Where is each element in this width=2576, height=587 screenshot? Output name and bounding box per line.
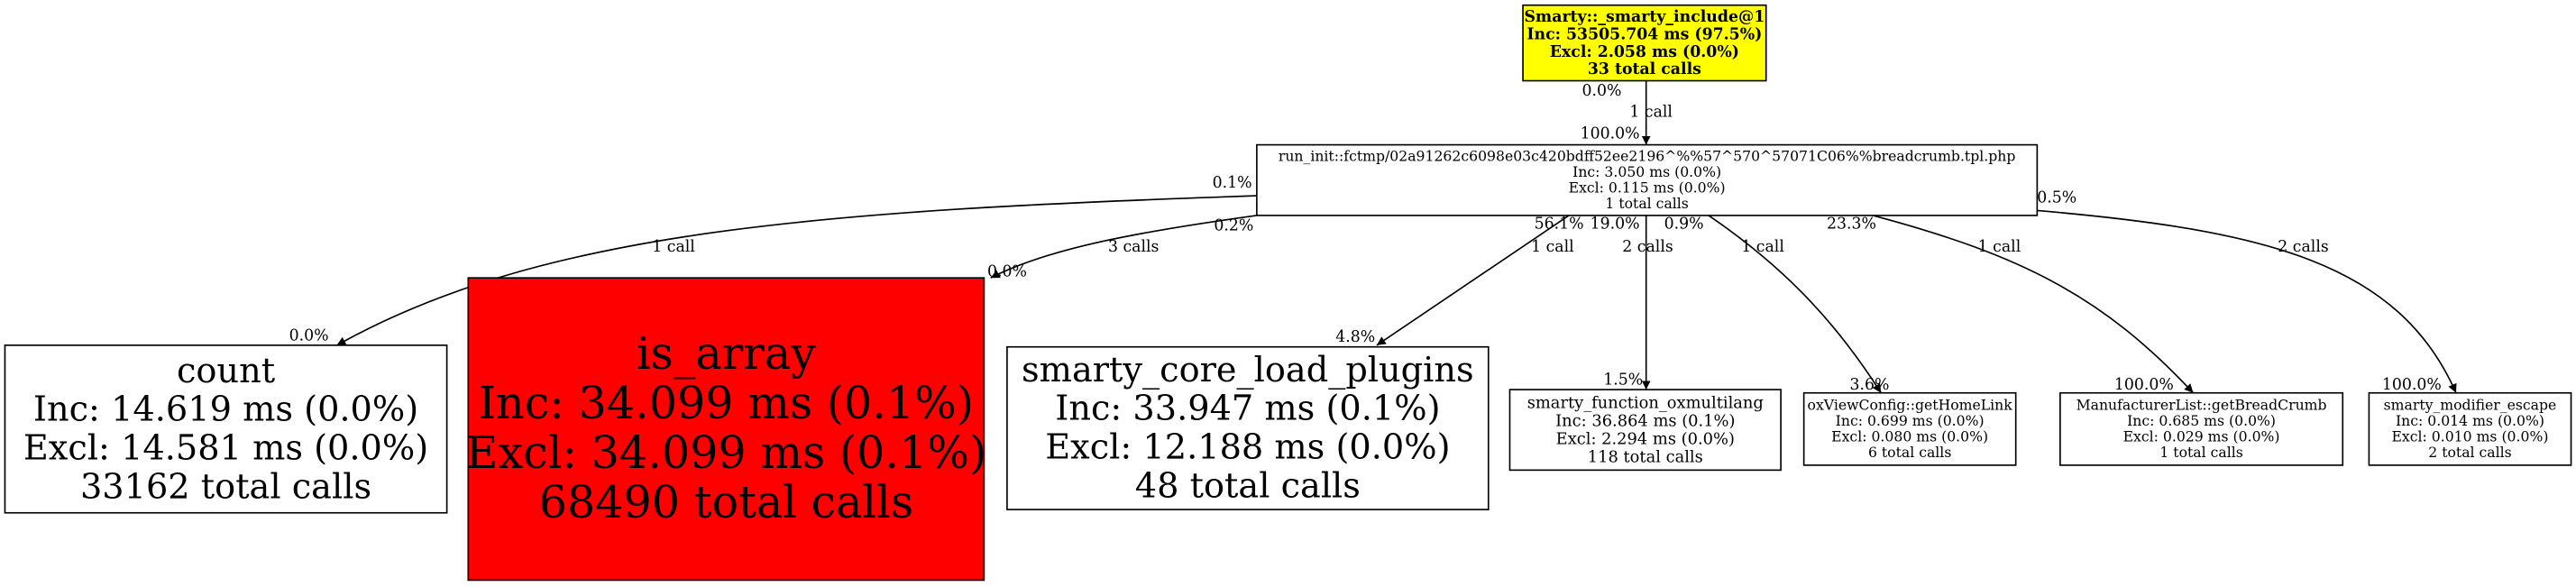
edge-line xyxy=(1708,215,1882,394)
node-stat: Excl: 0.115 ms (0.0%) xyxy=(1569,179,1726,197)
edge-head-percent: 3.6% xyxy=(1850,376,1890,394)
edge-call-label: 1 call xyxy=(652,238,695,256)
node-stat: 1 total calls xyxy=(1605,195,1688,212)
edge-run-init-to-oxviewconfig-gethomelink: 0.9% 1 call 3.6% xyxy=(1664,215,1890,394)
node-stat: Excl: 0.080 ms (0.0%) xyxy=(1831,428,1988,445)
node-box xyxy=(1522,4,1767,82)
node-stat: 2 total calls xyxy=(2428,444,2511,461)
edge-smarty-include-to-run-init: 0.0% 1 call 100.0% xyxy=(1581,80,1673,145)
node-box xyxy=(4,344,448,514)
node-stat: Inc: 33.947 ms (0.1%) xyxy=(1055,389,1440,429)
edge-call-label: 2 calls xyxy=(1622,238,1673,256)
node-stat: Excl: 0.010 ms (0.0%) xyxy=(2392,428,2549,445)
edge-run-init-to-smarty-function-oxmultilang: 19.0% 2 calls 1.5% xyxy=(1591,216,1673,390)
node-stat: Excl: 34.099 ms (0.1%) xyxy=(465,426,986,479)
edge-call-label: 1 call xyxy=(1629,104,1673,122)
node-box xyxy=(2059,391,2344,466)
edge-tail-percent: 19.0% xyxy=(1591,216,1640,234)
edge-tail-percent: 0.0% xyxy=(1582,82,1622,100)
edge-tail-percent: 0.1% xyxy=(1213,174,1252,192)
edge-tail-percent: 56.1% xyxy=(1535,216,1584,234)
node-box xyxy=(1256,143,2039,216)
edge-head-percent: 100.0% xyxy=(2114,376,2174,394)
node-stat: Inc: 0.014 ms (0.0%) xyxy=(2396,412,2544,429)
node-stat: Inc: 53505.704 ms (97.5%) xyxy=(1526,25,1762,43)
node-stat: Excl: 2.058 ms (0.0%) xyxy=(1550,43,1739,61)
node-stat: 48 total calls xyxy=(1135,465,1361,506)
edge-head-percent: 1.5% xyxy=(1603,371,1643,390)
node-function-name: run_init::fctmp/02a91262c6098e03c420bdff… xyxy=(1279,147,2016,164)
edge-line xyxy=(2037,209,2457,394)
edge-call-label: 3 calls xyxy=(1108,238,1159,256)
edge-tail-percent: 0.2% xyxy=(1214,216,1253,234)
node-stat: Inc: 3.050 ms (0.0%) xyxy=(1572,163,1721,180)
node-stat: 6 total calls xyxy=(1868,444,1951,461)
edge-head-percent: 0.0% xyxy=(289,326,329,344)
edge-head-percent: 100.0% xyxy=(1581,124,1640,142)
edge-call-label: 1 call xyxy=(1531,238,1574,256)
node-stat: Inc: 34.099 ms (0.1%) xyxy=(479,377,974,429)
edge-head-percent: 100.0% xyxy=(2382,376,2442,394)
node-run-init[interactable]: run_init::fctmp/02a91262c6098e03c420bdff… xyxy=(1256,143,2039,216)
edge-line xyxy=(1376,215,1570,346)
node-stat: Excl: 14.581 ms (0.0%) xyxy=(23,427,428,468)
edge-line xyxy=(336,195,1257,346)
node-box xyxy=(1508,389,1782,472)
node-stat: Excl: 0.029 ms (0.0%) xyxy=(2123,428,2280,445)
edge-head-percent: 0.0% xyxy=(987,262,1027,280)
edge-head-percent: 4.8% xyxy=(1335,328,1375,346)
edge-tail-percent: 23.3% xyxy=(1827,216,1876,234)
edge-line xyxy=(990,215,1257,279)
edge-call-label: 1 call xyxy=(1978,238,2021,256)
node-function-name: count xyxy=(177,351,276,391)
node-function-name: smarty_modifier_escape xyxy=(2384,397,2557,414)
edge-tail-percent: 0.9% xyxy=(1664,216,1704,234)
node-stat: Excl: 12.188 ms (0.0%) xyxy=(1045,427,1450,468)
edge-run-init-to-count: 0.1% 1 call 0.0% xyxy=(289,174,1257,346)
node-function-name: ManufacturerList::getBreadCrumb xyxy=(2076,397,2327,414)
node-stat: Inc: 36.864 ms (0.1%) xyxy=(1555,411,1735,430)
edge-run-init-to-is-array: 0.2% 3 calls 0.0% xyxy=(987,215,1257,280)
edge-call-label: 2 calls xyxy=(2278,238,2328,256)
node-stat: 33162 total calls xyxy=(80,466,371,507)
node-stat: Inc: 0.699 ms (0.0%) xyxy=(1836,412,1985,429)
node-stat: Inc: 14.619 ms (0.0%) xyxy=(33,390,418,430)
node-function-name: oxViewConfig::getHomeLink xyxy=(1808,397,2013,414)
node-function-name: is_array xyxy=(637,327,816,380)
node-stat: 33 total calls xyxy=(1588,60,1701,78)
edge-run-init-to-manufacturerlist-getbreadcrumb: 23.3% 1 call 100.0% xyxy=(1827,215,2195,394)
node-stat: 118 total calls xyxy=(1588,447,1703,466)
edge-call-label: 1 call xyxy=(1741,238,1784,256)
node-function-name: Smarty::_smarty_include@1 xyxy=(1524,8,1765,26)
edge-run-init-to-smarty-modifier-escape: 0.5% 2 calls 100.0% xyxy=(2037,188,2457,394)
edge-tail-percent: 0.5% xyxy=(2037,188,2076,206)
node-stat: 68490 total calls xyxy=(539,476,914,528)
node-function-name: smarty_function_oxmultilang xyxy=(1527,393,1764,412)
node-stat: Inc: 0.685 ms (0.0%) xyxy=(2127,412,2276,429)
node-box xyxy=(1802,391,2017,466)
node-box xyxy=(2368,391,2572,466)
edge-line xyxy=(1872,215,2195,394)
node-box xyxy=(467,277,985,582)
node-function-name: smarty_core_load_plugins xyxy=(1022,350,1474,390)
node-stat: Excl: 2.294 ms (0.0%) xyxy=(1556,429,1735,448)
node-stat: 1 total calls xyxy=(2159,444,2242,461)
edge-run-init-to-smarty-core-load-plugins: 56.1% 1 call 4.8% xyxy=(1335,215,1584,346)
node-box xyxy=(1006,345,1490,510)
